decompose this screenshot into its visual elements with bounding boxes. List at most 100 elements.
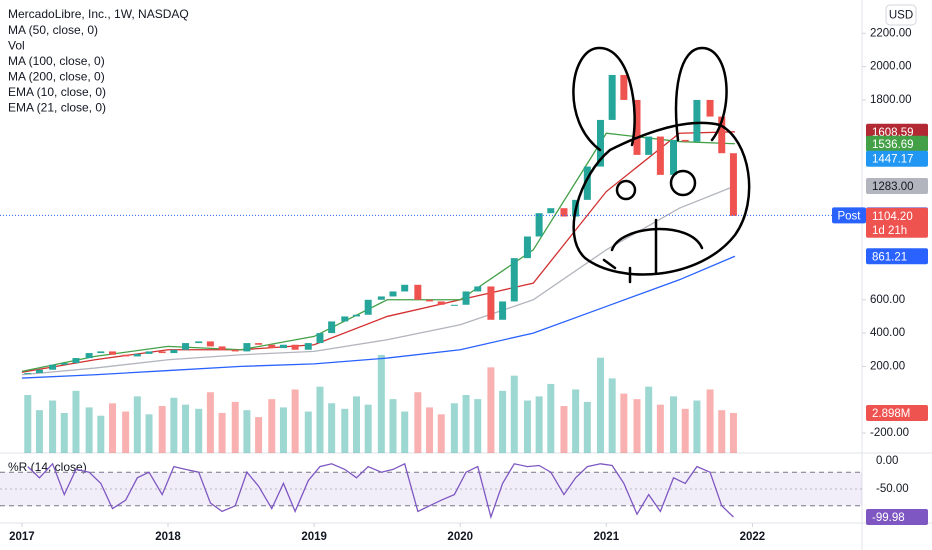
volume-bar xyxy=(414,392,422,453)
candle xyxy=(328,321,336,334)
y-tick-label: 2000.00 xyxy=(870,61,912,73)
candle xyxy=(608,74,616,120)
candle xyxy=(499,301,507,320)
volume-bar xyxy=(656,404,664,453)
candle xyxy=(523,236,531,259)
x-tick-label: 2017 xyxy=(9,531,35,543)
candle xyxy=(218,346,226,350)
candle xyxy=(547,208,555,214)
volume-bar xyxy=(462,394,470,453)
candle xyxy=(681,139,689,142)
price-badge xyxy=(866,150,928,167)
volume-bar xyxy=(523,400,531,453)
candle xyxy=(389,291,397,297)
candle xyxy=(49,364,57,370)
candle xyxy=(279,344,287,349)
volume-bar xyxy=(596,357,604,453)
indicator-label: MA (200, close, 0) xyxy=(8,70,105,84)
price-badge xyxy=(866,178,928,195)
eye-left xyxy=(615,179,637,201)
candle xyxy=(24,373,32,375)
y-tick-label: 600.00 xyxy=(870,294,905,306)
volume-bar xyxy=(583,401,591,453)
candle xyxy=(60,363,68,365)
x-tick-label: 2019 xyxy=(301,531,327,543)
candle xyxy=(158,351,166,354)
currency-label[interactable]: USD xyxy=(889,10,913,22)
currency-button[interactable] xyxy=(885,4,917,26)
volume-badge xyxy=(866,404,928,421)
volume-bar xyxy=(49,400,57,453)
indicator-label: EMA (21, close, 0) xyxy=(8,101,106,115)
y-tick-label: 2200.00 xyxy=(870,27,912,39)
volume-bar xyxy=(108,403,116,453)
volume-bar xyxy=(60,412,68,453)
x-tick-label: 2020 xyxy=(447,531,473,543)
candle xyxy=(718,116,726,154)
candle xyxy=(693,99,701,142)
candle xyxy=(450,304,458,306)
y-tick-label: -200.00 xyxy=(870,427,909,439)
candle xyxy=(620,74,628,100)
candle xyxy=(583,166,591,200)
price-badge xyxy=(866,135,928,152)
indicator-label: Vol xyxy=(8,39,25,53)
x-tick-label: 2018 xyxy=(155,531,181,543)
volume-bar xyxy=(547,383,555,453)
volume-bar xyxy=(328,403,336,453)
candle xyxy=(535,213,543,237)
symbol-title: MercadoLibre, Inc., 1W, NASDAQ xyxy=(8,7,189,21)
moving-average-line xyxy=(21,132,735,373)
candle xyxy=(352,314,360,317)
volume-bar xyxy=(85,407,93,453)
volume-bar xyxy=(633,399,641,453)
price-badge-label: 1536.69 xyxy=(872,139,914,151)
candle xyxy=(670,139,678,175)
candle xyxy=(195,341,203,344)
volume-bar xyxy=(316,386,324,453)
candle xyxy=(656,136,664,175)
volume-badge-label: 2.898M xyxy=(872,408,910,420)
legend: MercadoLibre, Inc., 1W, NASDAQ MA (50, c… xyxy=(8,7,189,115)
candle xyxy=(35,369,43,374)
moving-average-line xyxy=(21,185,736,376)
candle xyxy=(316,333,324,344)
volume-bar xyxy=(693,400,701,453)
price-badge xyxy=(866,207,928,238)
candle xyxy=(596,119,604,167)
volume-bar xyxy=(364,404,372,453)
candle xyxy=(268,344,276,349)
candle xyxy=(426,299,434,302)
candle xyxy=(414,284,422,300)
candle xyxy=(145,351,153,354)
volume-bar xyxy=(560,406,568,453)
indicator-label: MA (50, close, 0) xyxy=(8,23,98,37)
volume-bar xyxy=(389,399,397,453)
volume-bar xyxy=(341,408,349,453)
volume-bar xyxy=(535,396,543,453)
volume-bar xyxy=(510,375,518,453)
volume-bar xyxy=(145,414,153,453)
volume-bar xyxy=(572,389,580,453)
volume-bar xyxy=(255,417,263,453)
volume-bar xyxy=(133,396,141,453)
volume-bar xyxy=(243,410,251,453)
candle xyxy=(645,136,653,155)
candle xyxy=(364,299,372,315)
post-tag-label: Post xyxy=(837,210,861,222)
candle xyxy=(122,354,130,357)
price-badge-label: 1447.17 xyxy=(872,154,914,166)
indicator-badge xyxy=(866,508,928,525)
volume-bar xyxy=(608,378,616,453)
ear-right xyxy=(674,46,728,142)
candle xyxy=(182,343,190,350)
volume-bar xyxy=(206,392,214,453)
williams-r-line xyxy=(27,462,734,520)
volume-bar xyxy=(426,407,434,453)
volume-bar xyxy=(158,406,166,453)
candle xyxy=(85,353,93,359)
volume-bar xyxy=(218,412,226,453)
volume-bar xyxy=(487,367,495,453)
candle xyxy=(706,99,714,117)
